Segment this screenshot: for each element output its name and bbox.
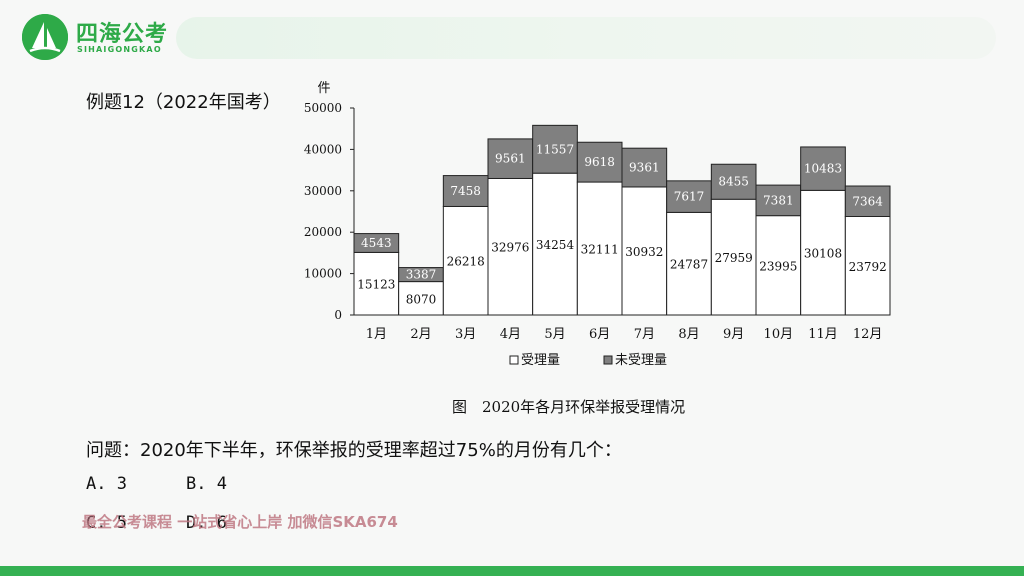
x-tick-label: 9月 <box>723 327 744 342</box>
footer-bar <box>0 566 1024 576</box>
example-title: 例题12（2022年国考） <box>86 92 281 113</box>
legend-swatch-accepted <box>509 355 519 365</box>
x-tick-label: 5月 <box>544 327 565 342</box>
data-label-accepted: 23792 <box>849 260 887 274</box>
option-a[interactable]: A. 3 <box>86 474 127 494</box>
question-text: 问题：2020年下半年，环保举报的受理率超过75%的月份有几个： <box>86 440 622 461</box>
legend-label-unaccepted: 未受理量 <box>615 353 667 368</box>
data-label-accepted: 8070 <box>406 292 437 306</box>
data-label-accepted: 27959 <box>715 251 753 265</box>
data-label-accepted: 23995 <box>759 259 797 273</box>
data-label-unaccepted: 7617 <box>674 190 705 204</box>
legend-swatch-unaccepted <box>603 355 613 365</box>
bar-accepted <box>621 186 668 316</box>
bar-accepted <box>844 216 891 316</box>
watermark-text: 最全公考课程 一站式省心上岸 加微信SKA674 <box>82 513 398 531</box>
logo-name: 四海公考 <box>76 22 169 47</box>
data-label-unaccepted: 7458 <box>450 184 481 198</box>
x-tick-label: 12月 <box>853 327 883 342</box>
option-c[interactable]: C. 5 <box>86 513 127 533</box>
x-tick-label: 7月 <box>634 327 655 342</box>
logo: 四海公考 SIHAIGONGKAO <box>22 14 182 64</box>
data-label-accepted: 30932 <box>625 245 663 259</box>
y-tick-label: 30000 <box>304 184 342 198</box>
bar-accepted <box>398 281 444 316</box>
data-label-accepted: 26218 <box>447 255 485 269</box>
data-label-unaccepted: 11557 <box>536 142 574 156</box>
data-label-unaccepted: 3387 <box>406 268 437 282</box>
option-b[interactable]: B. 4 <box>186 474 227 494</box>
data-label-unaccepted: 9618 <box>584 155 615 169</box>
bar-accepted <box>487 177 534 316</box>
bar-unaccepted <box>710 163 757 200</box>
data-label-unaccepted: 7364 <box>852 194 883 208</box>
data-label-unaccepted: 7381 <box>763 193 794 207</box>
data-label-unaccepted: 10483 <box>804 162 842 176</box>
x-tick-label: 3月 <box>455 327 476 342</box>
y-tick-label: 10000 <box>304 267 342 281</box>
data-label-accepted: 32976 <box>491 241 529 255</box>
data-label-accepted: 15123 <box>357 278 395 292</box>
data-label-unaccepted: 9361 <box>629 161 660 175</box>
bar-unaccepted <box>755 184 802 217</box>
legend-label-accepted: 受理量 <box>521 353 560 368</box>
bar-unaccepted <box>576 141 623 183</box>
bar-accepted <box>353 251 400 316</box>
bar-unaccepted <box>800 146 846 191</box>
data-label-unaccepted: 4543 <box>361 236 392 250</box>
chart-caption: 图 2020年各月环保举报受理情况 <box>452 398 685 416</box>
bar-accepted <box>442 205 489 316</box>
data-label-accepted: 32111 <box>581 243 619 257</box>
x-tick-label: 1月 <box>366 327 387 342</box>
bar-unaccepted <box>666 180 712 213</box>
y-tick-label: 20000 <box>304 225 342 239</box>
sail-logo-icon <box>22 14 68 60</box>
y-tick-label: 40000 <box>304 142 342 156</box>
bar-unaccepted <box>844 185 891 218</box>
bar-unaccepted <box>353 233 400 253</box>
data-label-accepted: 24787 <box>670 258 708 272</box>
bar-accepted <box>666 211 712 316</box>
data-label-accepted: 34254 <box>536 238 575 252</box>
x-tick-label: 11月 <box>808 327 838 342</box>
data-label-unaccepted: 9561 <box>495 152 526 166</box>
y-tick-label: 50000 <box>304 101 342 115</box>
x-tick-label: 2月 <box>410 327 431 342</box>
bar-unaccepted <box>621 147 668 188</box>
bar-unaccepted <box>487 138 534 179</box>
x-tick-label: 6月 <box>589 327 610 342</box>
data-label-unaccepted: 8455 <box>718 175 749 189</box>
logo-subtitle: SIHAIGONGKAO <box>77 45 162 54</box>
x-tick-label: 8月 <box>678 327 699 342</box>
x-tick-label: 4月 <box>500 327 521 342</box>
option-d[interactable]: D. 6 <box>186 513 227 533</box>
y-tick-label: 0 <box>334 308 342 322</box>
header-bar <box>176 17 996 59</box>
x-tick-label: 10月 <box>764 327 794 342</box>
bar-accepted <box>576 181 623 316</box>
data-label-accepted: 30108 <box>804 247 842 261</box>
y-axis-unit-label: 件 <box>317 81 330 96</box>
